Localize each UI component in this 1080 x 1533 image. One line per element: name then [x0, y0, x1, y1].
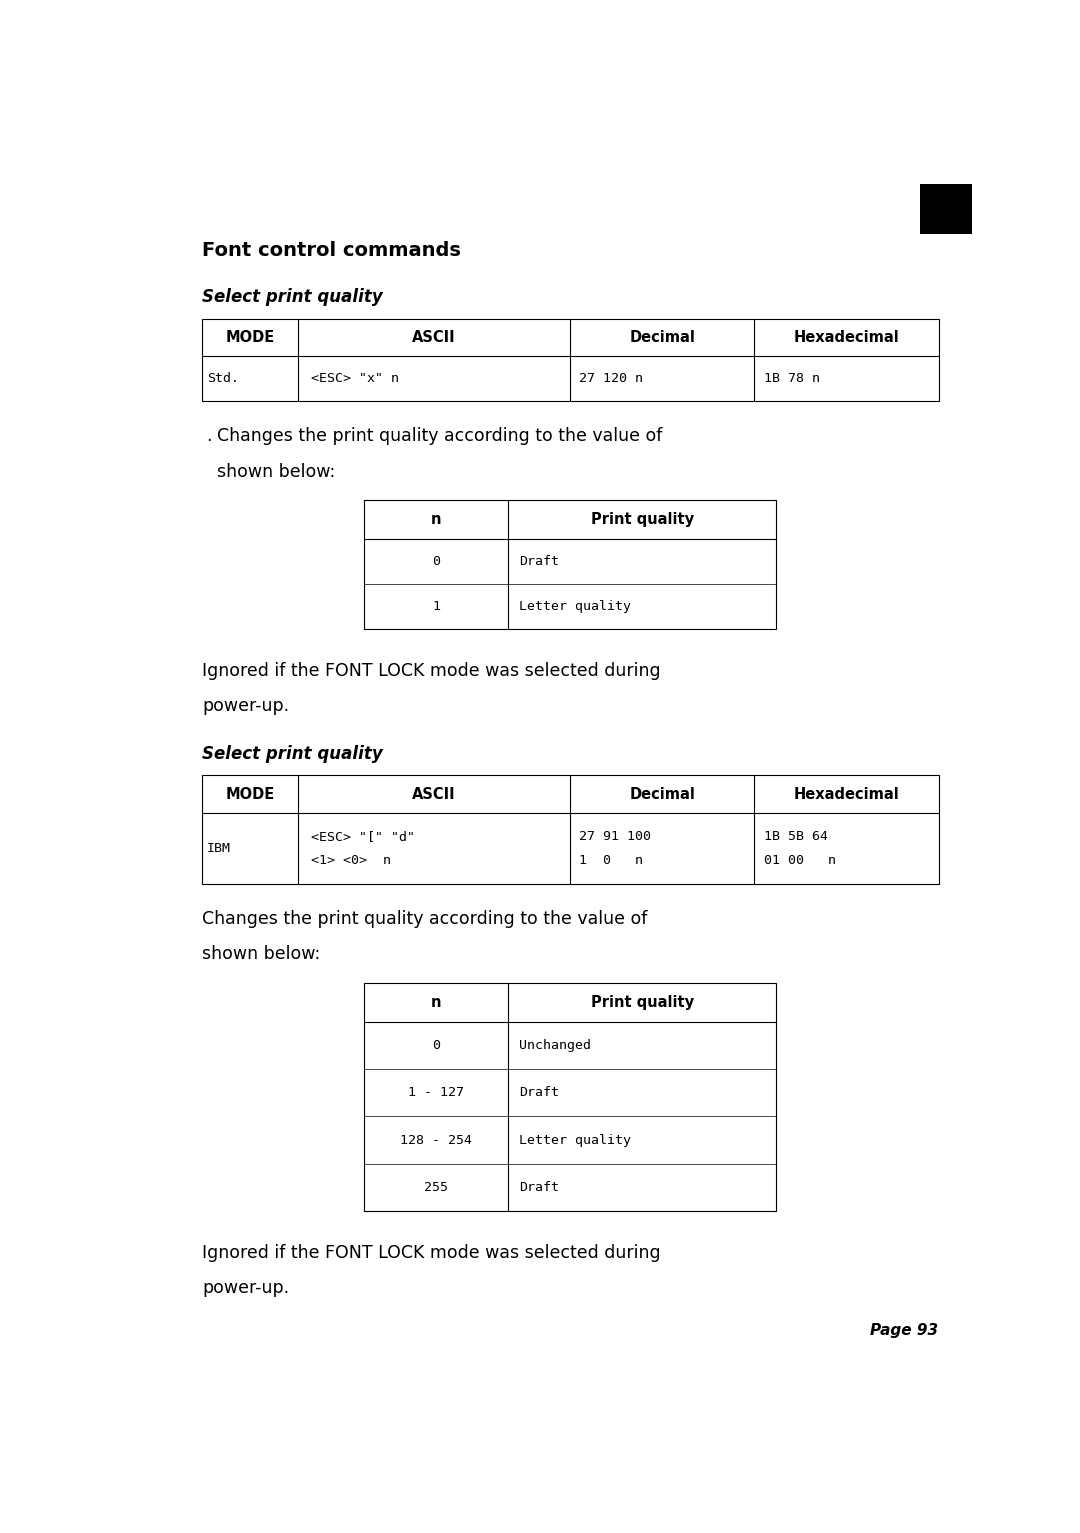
- Text: Letter quality: Letter quality: [519, 599, 631, 613]
- Text: 1  0   n: 1 0 n: [580, 854, 644, 866]
- Text: Hexadecimal: Hexadecimal: [794, 330, 900, 345]
- Text: Std.: Std.: [206, 373, 239, 385]
- Text: power-up.: power-up.: [202, 698, 289, 716]
- Text: 1 - 127: 1 - 127: [408, 1087, 464, 1099]
- Text: Ignored if the FONT LOCK mode was selected during: Ignored if the FONT LOCK mode was select…: [202, 662, 661, 681]
- Text: 01 00   n: 01 00 n: [764, 854, 836, 866]
- Text: shown below:: shown below:: [217, 463, 335, 480]
- Bar: [920, 184, 972, 233]
- Text: Draft: Draft: [519, 555, 559, 569]
- Text: 1B 78 n: 1B 78 n: [764, 373, 820, 385]
- Text: Ignored if the FONT LOCK mode was selected during: Ignored if the FONT LOCK mode was select…: [202, 1243, 661, 1262]
- Text: Hexadecimal: Hexadecimal: [794, 786, 900, 802]
- Text: Decimal: Decimal: [630, 786, 696, 802]
- Text: MODE: MODE: [226, 330, 274, 345]
- Text: <ESC> "x" n: <ESC> "x" n: [311, 373, 400, 385]
- Text: power-up.: power-up.: [202, 1280, 289, 1297]
- Text: ASCII: ASCII: [413, 330, 456, 345]
- Text: <1> <0>  n: <1> <0> n: [311, 854, 391, 866]
- Bar: [202, 776, 939, 885]
- Text: <ESC> "[" "d": <ESC> "[" "d": [311, 831, 416, 843]
- Text: Changes the print quality according to the value of: Changes the print quality according to t…: [217, 428, 667, 445]
- Text: Letter quality: Letter quality: [519, 1133, 631, 1147]
- Text: Font control commands: Font control commands: [202, 241, 461, 259]
- Text: shown below:: shown below:: [202, 946, 320, 963]
- Text: MODE: MODE: [226, 786, 274, 802]
- Text: Print quality: Print quality: [591, 512, 694, 527]
- Text: n: n: [431, 512, 442, 527]
- Text: 128 - 254: 128 - 254: [401, 1133, 472, 1147]
- Text: Changes the print quality according to the value of: Changes the print quality according to t…: [202, 911, 652, 927]
- Text: 0: 0: [432, 555, 441, 569]
- Text: Print quality: Print quality: [591, 995, 694, 1010]
- Text: 1B 5B 64: 1B 5B 64: [764, 831, 827, 843]
- Text: 27 120 n: 27 120 n: [580, 373, 644, 385]
- Text: 1: 1: [432, 599, 441, 613]
- Text: .: .: [206, 428, 212, 445]
- Text: n: n: [431, 995, 442, 1010]
- Text: IBM: IBM: [206, 842, 231, 855]
- Text: Unchanged: Unchanged: [519, 1039, 591, 1052]
- Bar: [364, 500, 777, 629]
- Text: Draft: Draft: [519, 1087, 559, 1099]
- Text: 255: 255: [424, 1180, 448, 1194]
- Text: 27 91 100: 27 91 100: [580, 831, 651, 843]
- Bar: [202, 319, 939, 402]
- Text: 0: 0: [432, 1039, 441, 1052]
- Text: Select print quality: Select print quality: [202, 288, 382, 307]
- Text: Draft: Draft: [519, 1180, 559, 1194]
- Text: Page 93: Page 93: [870, 1323, 939, 1338]
- Text: Decimal: Decimal: [630, 330, 696, 345]
- Text: Select print quality: Select print quality: [202, 745, 382, 762]
- Text: ASCII: ASCII: [413, 786, 456, 802]
- Bar: [364, 983, 777, 1211]
